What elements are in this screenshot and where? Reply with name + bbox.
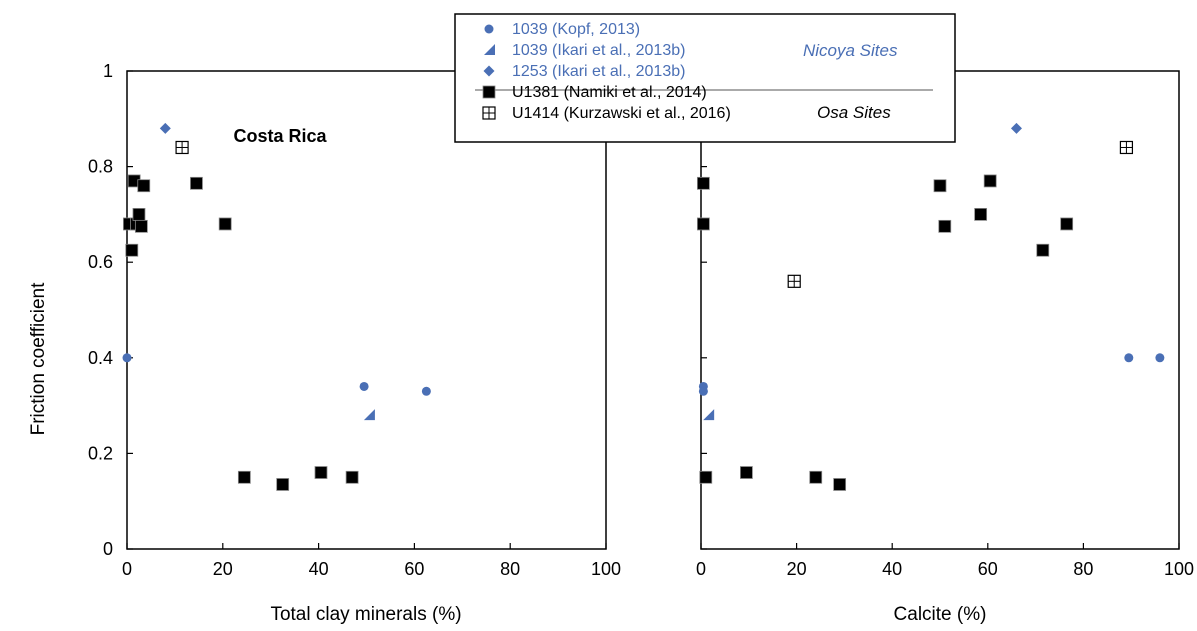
left-point-square	[345, 470, 359, 484]
legend-marker-triangle	[484, 44, 495, 55]
left-point-square	[314, 466, 328, 479]
legend-marker-diamond	[483, 65, 495, 77]
right-point-circle	[1155, 353, 1165, 363]
left-plot-panel: Costa Rica Total clay minerals (%) 0 20 40…	[88, 61, 621, 625]
left-point-circle	[122, 353, 132, 363]
left-y-tick-label: 1	[103, 61, 113, 81]
right-x-tick-label: 100	[1164, 559, 1194, 579]
left-x-tick-label: 0	[122, 559, 132, 579]
legend-label: U1414 (Kurzawski et al., 2016)	[512, 105, 731, 122]
legend-marker-circle	[484, 24, 494, 34]
right-point-boxcross	[1119, 140, 1134, 155]
right-plot-panel: Calcite (%) 0 20 40 60 80 100	[696, 70, 1194, 625]
left-point-square	[132, 207, 146, 221]
right-x-axis-title: Calcite (%)	[894, 604, 987, 625]
legend-label: 1039 (Ikari et al., 2013b)	[512, 42, 685, 59]
left-y-tick-label: 0.6	[88, 252, 113, 272]
legend-label: U1381 (Namiki et al., 2014)	[512, 84, 707, 101]
legend-marker-boxcross	[482, 106, 496, 120]
right-x-tick-label: 20	[787, 559, 807, 579]
right-point-square	[740, 466, 753, 479]
right-x-tick-label: 0	[696, 559, 706, 579]
right-point-square	[933, 179, 947, 193]
right-point-square	[699, 470, 713, 484]
left-data-points	[122, 122, 431, 491]
left-plot-frame	[126, 70, 607, 550]
right-point-circle	[1124, 353, 1134, 363]
left-point-square	[276, 478, 290, 491]
left-y-tick-label: 0.8	[88, 157, 113, 177]
left-point-square	[137, 179, 151, 193]
left-panel-title: Costa Rica	[233, 126, 327, 146]
right-x-tick-label: 80	[1073, 559, 1093, 579]
legend-marker-square	[482, 85, 496, 99]
right-point-square	[833, 478, 847, 491]
left-point-circle	[359, 381, 369, 391]
left-x-tick-label: 40	[309, 559, 329, 579]
left-x-tick-label: 60	[404, 559, 424, 579]
right-point-diamond	[1010, 122, 1022, 134]
left-point-circle	[421, 386, 431, 396]
y-axis-title: Friction coefficient	[28, 282, 49, 435]
left-point-square	[134, 219, 148, 233]
right-point-square	[696, 176, 710, 190]
right-x-tick-label: 60	[978, 559, 998, 579]
left-point-diamond	[159, 122, 171, 134]
right-point-circle	[698, 386, 708, 396]
left-point-square	[125, 243, 139, 257]
right-point-boxcross	[787, 274, 801, 288]
left-y-tick-label: 0.2	[88, 443, 113, 463]
right-axis-ticks: 0 20 40 60 80 100	[696, 70, 1194, 579]
right-point-square	[696, 217, 710, 231]
left-x-axis-title: Total clay minerals (%)	[270, 604, 461, 625]
left-point-square	[218, 217, 232, 231]
right-point-square	[809, 470, 823, 484]
left-x-tick-label: 20	[213, 559, 233, 579]
left-x-tick-label: 80	[500, 559, 520, 579]
right-point-square	[1036, 243, 1050, 257]
left-point-square	[190, 176, 203, 190]
left-point-square	[237, 470, 251, 484]
legend: 1039 (Kopf, 2013) 1039 (Ikari et al., 201…	[454, 13, 956, 143]
left-point-boxcross	[175, 140, 189, 155]
legend-label: 1253 (Ikari et al., 2013b)	[512, 63, 685, 80]
legend-group-osa: Osa Sites	[817, 103, 891, 122]
right-point-triangle	[703, 409, 715, 421]
legend-entries: 1039 (Kopf, 2013) 1039 (Ikari et al., 201…	[482, 21, 731, 122]
right-x-tick-label: 40	[882, 559, 902, 579]
right-point-square	[974, 207, 988, 221]
legend-label: 1039 (Kopf, 2013)	[512, 21, 640, 38]
right-point-square	[1060, 217, 1074, 231]
right-point-square	[983, 174, 997, 188]
left-y-tick-label: 0	[103, 539, 113, 559]
left-y-tick-label: 0.4	[88, 348, 113, 368]
right-point-square	[938, 219, 952, 233]
left-x-tick-label: 100	[591, 559, 621, 579]
right-data-points	[696, 122, 1165, 491]
legend-group-nicoya: Nicoya Sites	[803, 41, 898, 60]
left-axis-ticks: 0 20 40 60 80 100 0 0.2 0.4 0.6 0.8 1	[88, 61, 621, 579]
left-point-triangle	[363, 409, 375, 421]
legend-box	[454, 13, 956, 143]
